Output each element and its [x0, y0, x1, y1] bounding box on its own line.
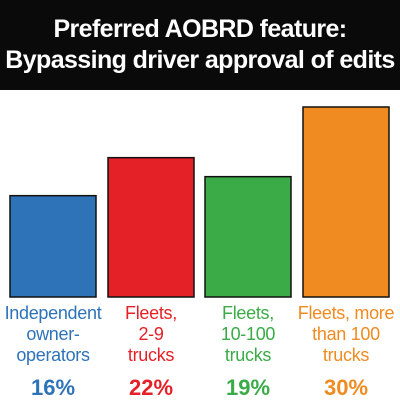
bar-2	[204, 175, 292, 298]
value-label-1: 22%	[128, 375, 174, 400]
category-label-1-line-2: trucks	[127, 345, 175, 365]
bar-1	[107, 156, 195, 298]
bar-3	[302, 106, 390, 298]
category-label-3-line-0: Fleets, more	[297, 303, 395, 323]
category-label-1: Fleets, 2-9 trucks	[101, 303, 201, 366]
category-label-3-line-1: than 100	[312, 324, 380, 344]
category-label-2-line-2: trucks	[224, 345, 272, 365]
category-label-0-line-0: Independent	[4, 303, 102, 323]
category-label-0: Independent owner-operators	[0, 303, 108, 366]
category-label-2-line-0: Fleets,	[222, 303, 274, 323]
category-label-0-line-2: operators	[16, 345, 90, 365]
category-label-1-line-1: 2-9	[138, 324, 164, 344]
value-label-0: 16%	[30, 375, 76, 400]
value-label-3: 30%	[323, 375, 369, 400]
title-banner: Preferred AOBRD feature: Bypassing drive…	[0, 0, 400, 90]
category-label-0-line-1: owner-	[26, 324, 80, 344]
category-label-2: Fleets, 10-100 trucks	[198, 303, 298, 366]
bar-0	[9, 194, 97, 298]
title-line-1: Preferred AOBRD feature:	[53, 15, 347, 43]
category-label-3: Fleets, more than 100 trucks	[291, 303, 400, 366]
value-label-2: 19%	[225, 375, 271, 400]
category-label-3-line-2: trucks	[322, 345, 370, 365]
category-label-2-line-1: 10-100	[220, 324, 276, 344]
category-label-1-line-0: Fleets,	[125, 303, 177, 323]
title-line-2: Bypassing driver approval of edits	[5, 46, 395, 74]
